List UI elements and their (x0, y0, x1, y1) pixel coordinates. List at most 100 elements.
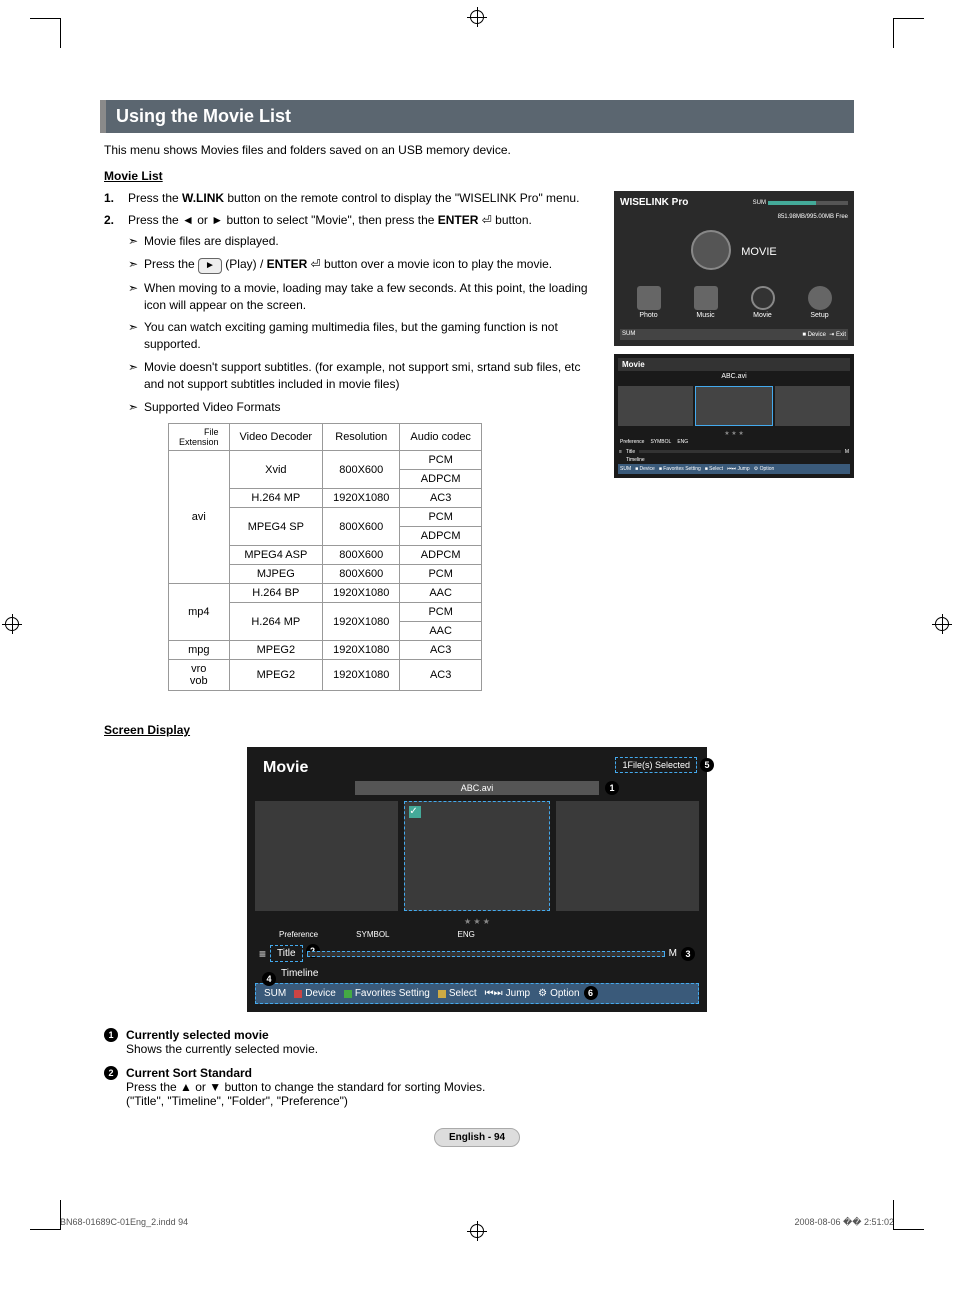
setup-icon-item[interactable]: Setup (808, 286, 832, 319)
bullet-item: Movie doesn't support subtitles. (for ex… (128, 359, 602, 393)
movie-icon-item[interactable]: Movie (751, 286, 775, 319)
table-cell: 1920X1080 (323, 641, 400, 660)
step-2-text: Press the ◄ or ► button to select "Movie… (128, 213, 602, 227)
setup-icon (808, 286, 832, 310)
table-cell: vrovob (169, 660, 230, 691)
table-cell: MPEG4 SP (229, 508, 323, 546)
music-icon (694, 286, 718, 310)
footer-timestamp: 2008-08-06 �� 2:51:02 (794, 1217, 894, 1228)
table-cell: PCM (400, 603, 482, 622)
legend-title: Current Sort Standard (126, 1066, 485, 1080)
movie-thumb[interactable] (556, 801, 699, 911)
table-cell: H.264 BP (229, 584, 323, 603)
movie-thumb[interactable] (618, 386, 693, 426)
photo-icon-item[interactable]: Photo (637, 286, 661, 319)
title-sort[interactable]: Title 2 (270, 945, 303, 962)
table-cell: PCM (400, 565, 482, 584)
footer-jump[interactable]: ⏮⏭Jump (485, 988, 530, 999)
footer-exit[interactable]: ⇥ Exit (829, 332, 846, 338)
footer-device[interactable]: ■ Device (802, 332, 826, 338)
play-icon: ► (198, 258, 222, 274)
timeline-sort[interactable]: Timeline (275, 966, 324, 981)
table-header: Resolution (323, 424, 400, 451)
table-cell: 1920X1080 (323, 584, 400, 603)
table-cell: ADPCM (400, 546, 482, 565)
callout-4: 4 (262, 972, 276, 986)
footer-sum: SUM (620, 466, 631, 472)
footer-device[interactable]: Device (294, 988, 336, 999)
section-screen-display: Screen Display (104, 723, 854, 737)
storage-text: 851.98MB/995.00MB Free (620, 214, 848, 220)
table-cell: MPEG2 (229, 660, 323, 691)
movie-small-filename: ABC.avi (618, 371, 850, 382)
legend-title: Currently selected movie (126, 1028, 318, 1042)
table-cell: avi (169, 451, 230, 584)
preference-label: Preference (279, 930, 318, 939)
table-header: FileExtension (169, 424, 230, 451)
footer-select[interactable]: Select (438, 988, 477, 999)
eng-label: ENG (457, 930, 474, 939)
intro-text: This menu shows Movies files and folders… (104, 143, 854, 157)
table-cell: ADPCM (400, 527, 482, 546)
formats-table: FileExtension Video Decoder Resolution A… (168, 423, 482, 691)
table-cell: 1920X1080 (323, 660, 400, 691)
check-icon: ✓ (409, 806, 421, 818)
table-cell: mpg (169, 641, 230, 660)
movie-thumb[interactable] (695, 386, 772, 426)
footer-filename: BN68-01689C-01Eng_2.indd 94 (60, 1217, 188, 1228)
footer-option[interactable]: ⚙ Option (754, 466, 775, 472)
bullet-item: Movie files are displayed. (128, 233, 602, 250)
photo-icon (637, 286, 661, 310)
title-sort[interactable]: Title (626, 449, 635, 455)
enter-icon: ⏎ (311, 256, 321, 273)
footer-fav[interactable]: Favorites Setting (344, 988, 430, 999)
table-cell: AAC (400, 622, 482, 641)
table-cell: AC3 (400, 660, 482, 691)
bullet-item: Press the ► (Play) / ENTER ⏎ button over… (128, 256, 602, 274)
table-cell: MPEG2 (229, 641, 323, 660)
footer-jump[interactable]: ⏮⏭ Jump (727, 466, 750, 472)
table-cell: AC3 (400, 641, 482, 660)
legend-number: 1 (104, 1028, 118, 1042)
pref-label: Preference (620, 439, 644, 445)
movie-thumb-selected[interactable]: ✓ (404, 801, 549, 911)
table-cell: MJPEG (229, 565, 323, 584)
movie-big-filename: ABC.avi 1 (355, 781, 599, 795)
movie-reel-icon (691, 230, 731, 270)
table-cell: H.264 MP (229, 489, 323, 508)
page-title: Using the Movie List (100, 100, 854, 133)
table-cell: ADPCM (400, 470, 482, 489)
table-cell: PCM (400, 508, 482, 527)
table-header: Audio codec (400, 424, 482, 451)
table-cell: 800X600 (323, 451, 400, 489)
legend-text: Press the ▲ or ▼ button to change the st… (126, 1080, 485, 1094)
selected-count: 1File(s) Selected 5 (615, 757, 697, 773)
callout-6: 6 (584, 986, 598, 1000)
movie-thumb[interactable] (255, 801, 398, 911)
section-movie-list: Movie List (104, 169, 854, 183)
table-cell: mp4 (169, 584, 230, 641)
music-icon-item[interactable]: Music (694, 286, 718, 319)
footer-select[interactable]: ■ Select (705, 466, 723, 472)
step-number: 2. (104, 213, 120, 699)
symbol-label: SYMBOL (356, 930, 389, 939)
wiselink-panel: WISELINK Pro SUM 851.98MB/995.00MB Free … (614, 191, 854, 346)
storage-bar (768, 201, 848, 205)
symbol-label: SYMBOL (650, 439, 671, 445)
table-cell: 800X600 (323, 546, 400, 565)
m-label: M (669, 948, 677, 959)
footer-option[interactable]: ⚙Option 6 (538, 988, 579, 999)
movie-thumb[interactable] (775, 386, 850, 426)
footer-sum: SUM (622, 331, 635, 338)
callout-1: 1 (605, 781, 619, 795)
footer-fav[interactable]: ■ Favorites Setting (659, 466, 701, 472)
table-cell: Xvid (229, 451, 323, 489)
callout-5: 5 (700, 758, 714, 772)
table-cell: 1920X1080 (323, 603, 400, 641)
eng-label: ENG (677, 439, 688, 445)
sort-bar[interactable] (307, 951, 665, 957)
movie-hero-label: MOVIE (741, 246, 776, 258)
timeline-sort[interactable]: Timeline (618, 456, 850, 464)
footer-device[interactable]: ■ Device (635, 466, 655, 472)
movie-icon (751, 286, 775, 310)
